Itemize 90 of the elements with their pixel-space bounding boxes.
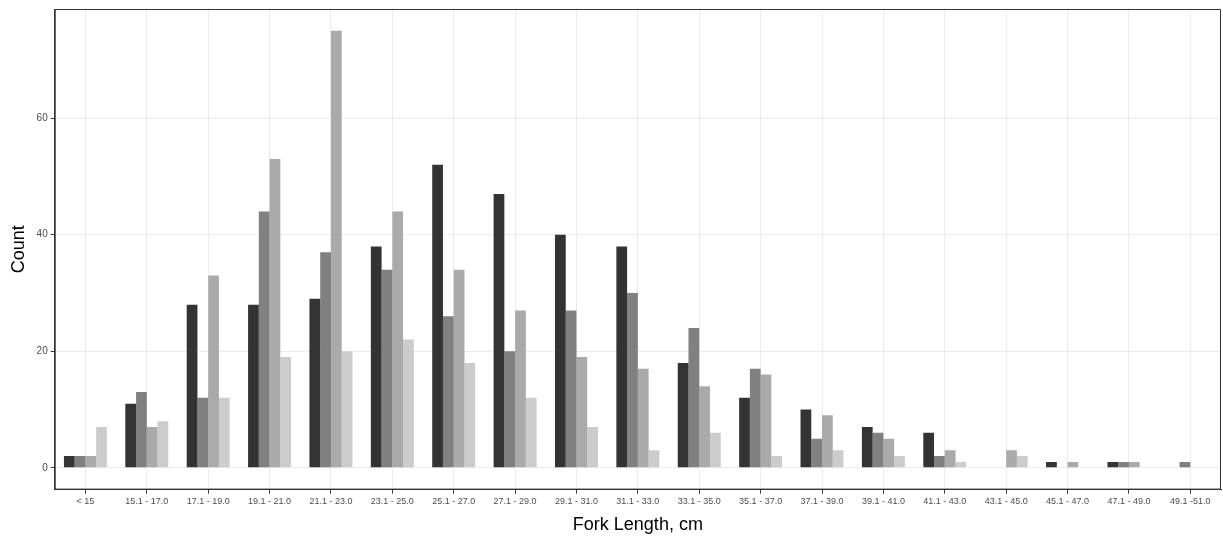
- bar: [197, 397, 209, 468]
- bar: [442, 316, 454, 468]
- bar: [832, 450, 844, 468]
- x-tick-label: 19.1 - 21.0: [248, 496, 292, 507]
- bar: [85, 456, 97, 468]
- bar: [883, 438, 895, 468]
- bar: [565, 310, 577, 468]
- bar: [627, 292, 638, 468]
- bar: [403, 339, 414, 468]
- bar: [739, 397, 750, 468]
- bar: [637, 368, 649, 468]
- bar: [934, 456, 945, 468]
- bar: [648, 450, 660, 468]
- y-tick-label: 20: [36, 345, 49, 356]
- bar: [800, 409, 812, 468]
- y-tick-label: 0: [42, 461, 49, 473]
- bar: [370, 246, 382, 468]
- x-tick-label: 39.1 - 41.0: [861, 496, 905, 507]
- bar: [74, 456, 86, 468]
- bar: [1006, 450, 1017, 468]
- bar: [760, 374, 772, 468]
- x-tick-label: 45.1 - 47.0: [1046, 496, 1090, 507]
- bar: [1118, 461, 1129, 468]
- bar: [688, 327, 700, 468]
- bar: [493, 193, 505, 468]
- bar: [944, 450, 956, 468]
- bar: [381, 269, 393, 468]
- x-tick-label: 29.1 - 31.0: [554, 496, 598, 507]
- bar: [258, 211, 270, 468]
- bar: [96, 426, 107, 468]
- bar: [125, 403, 137, 468]
- bar: [392, 211, 404, 468]
- bar: [822, 415, 833, 468]
- bar: [576, 357, 588, 468]
- bar: [587, 426, 598, 468]
- bar: [749, 368, 761, 468]
- bar: [208, 275, 219, 468]
- bar: [699, 386, 710, 468]
- x-tick-label: < 15: [76, 496, 95, 507]
- x-tick-label: 25.1 - 27.0: [432, 496, 476, 507]
- bar: [248, 304, 259, 468]
- x-tick-label: 43.1 - 45.0: [984, 496, 1028, 507]
- x-tick-label: 27.1 - 29.0: [493, 496, 537, 507]
- x-axis-title: Fork Length, cm: [572, 514, 703, 535]
- bar: [1128, 461, 1140, 468]
- x-tick-label: 49.1 -51.0: [1170, 496, 1211, 507]
- bar: [218, 397, 230, 468]
- bar: [330, 30, 342, 468]
- bar: [923, 432, 935, 468]
- x-tick-label: 41.1 - 43.0: [923, 496, 967, 507]
- bar: [320, 252, 331, 468]
- bar: [861, 426, 873, 468]
- bar: [341, 351, 353, 468]
- y-tick-label: 60: [36, 111, 49, 123]
- bar: [136, 392, 147, 468]
- x-tick-label: 23.1 - 25.0: [370, 496, 414, 507]
- bar: [186, 304, 198, 468]
- bar: [616, 246, 628, 468]
- bar: [146, 426, 158, 468]
- bar: [453, 269, 465, 468]
- bar: [464, 362, 476, 468]
- bar: [515, 310, 526, 468]
- bar: [63, 456, 75, 468]
- bar: [157, 421, 169, 468]
- bar: [432, 164, 443, 468]
- bar: [811, 438, 823, 468]
- bar: [1046, 461, 1057, 468]
- x-tick-label: 31.1 - 33.0: [616, 496, 660, 507]
- bar: [1107, 461, 1119, 468]
- x-tick-label: 47.1 - 49.0: [1107, 496, 1151, 507]
- y-axis-title: Count: [7, 225, 28, 274]
- bar: [771, 456, 783, 468]
- x-tick-label: 35.1 - 37.0: [739, 496, 783, 507]
- bar: [872, 432, 884, 468]
- bar: [709, 432, 721, 468]
- bar: [525, 397, 537, 468]
- bar: [894, 456, 905, 468]
- x-tick-label: 37.1 - 39.0: [800, 496, 844, 507]
- bar: [1016, 456, 1028, 468]
- x-tick-label: 21.1 - 23.0: [309, 496, 353, 507]
- x-tick-label: 17.1 - 19.0: [186, 496, 230, 507]
- x-tick-label: 15.1 - 17.0: [125, 496, 169, 507]
- bar: [554, 234, 566, 468]
- x-tick-label: 33.1 - 35.0: [677, 496, 721, 507]
- bar: [677, 362, 689, 468]
- bar: [309, 298, 321, 468]
- bar: [504, 351, 516, 468]
- y-tick-label: 40: [36, 228, 49, 240]
- bar: [280, 357, 292, 468]
- bar: [269, 159, 281, 468]
